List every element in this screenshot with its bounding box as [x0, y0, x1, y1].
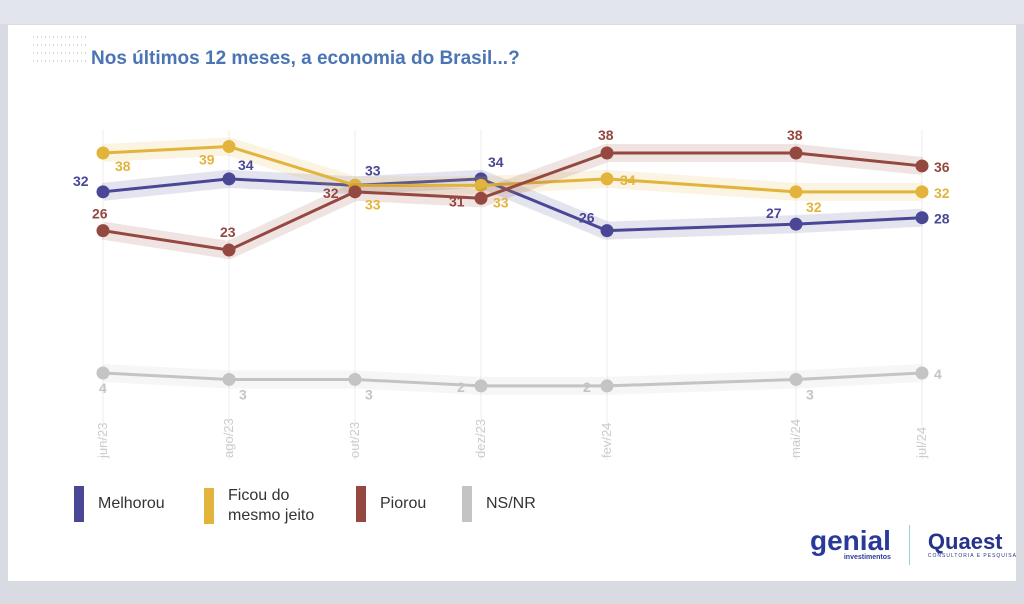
- quaest-logo: Quaest CONSULTORIA E PESQUISA: [927, 528, 1017, 559]
- top-bar: [0, 0, 1024, 24]
- data-label: 32: [934, 185, 950, 201]
- legend-item-piorou: Piorou: [356, 486, 426, 522]
- data-label: 31: [449, 193, 465, 209]
- data-label: 38: [598, 127, 614, 143]
- slide: [8, 25, 1016, 581]
- data-label: 39: [199, 152, 215, 168]
- data-point: [915, 366, 929, 380]
- data-point: [789, 372, 803, 386]
- data-point: [915, 159, 929, 173]
- data-label: 34: [238, 157, 254, 173]
- legend-swatch: [204, 488, 214, 524]
- data-point: [222, 172, 236, 186]
- chart-title: Nos últimos 12 meses, a economia do Bras…: [91, 48, 520, 69]
- data-label: 33: [365, 196, 381, 212]
- x-tick-label: mai/24: [788, 419, 803, 458]
- legend-item-ficou: Ficou do mesmo jeito: [204, 486, 338, 526]
- data-label: 33: [493, 194, 509, 210]
- data-label: 27: [766, 205, 782, 221]
- data-label: 3: [806, 386, 814, 402]
- legend-swatch: [356, 486, 366, 522]
- data-point: [96, 185, 110, 199]
- data-point: [789, 146, 803, 160]
- data-point: [474, 191, 488, 205]
- legend-item-nsnr: NS/NR: [462, 486, 536, 522]
- logos: genial investimentos Quaest CONSULTORIA E …: [810, 525, 1017, 565]
- data-point: [222, 243, 236, 257]
- data-point: [789, 217, 803, 231]
- decorative-dots: [33, 36, 87, 64]
- x-tick-label: out/23: [347, 422, 362, 458]
- data-label: 33: [365, 162, 381, 178]
- data-point: [96, 366, 110, 380]
- data-point: [474, 178, 488, 192]
- data-point: [789, 185, 803, 199]
- data-label: 3: [239, 386, 247, 402]
- data-label: 34: [488, 154, 504, 170]
- x-tick-label: ago/23: [221, 418, 236, 458]
- data-point: [222, 140, 236, 154]
- data-label: 4: [99, 380, 107, 396]
- data-label: 2: [583, 379, 591, 395]
- x-tick-label: fev/24: [599, 423, 614, 458]
- data-label: 32: [73, 173, 89, 189]
- legend-swatch: [74, 486, 84, 522]
- data-point: [348, 185, 362, 199]
- data-label: 23: [220, 224, 236, 240]
- data-point: [222, 372, 236, 386]
- legend-label: NS/NR: [486, 495, 536, 512]
- legend-label: Piorou: [380, 495, 427, 512]
- data-label: 3: [365, 386, 373, 402]
- data-label: 26: [579, 210, 595, 226]
- data-point: [915, 211, 929, 225]
- data-point: [600, 379, 614, 393]
- data-label: 38: [787, 127, 803, 143]
- data-point: [600, 224, 614, 238]
- data-label: 28: [934, 211, 950, 227]
- genial-logo: genial investimentos: [810, 524, 891, 561]
- data-point: [96, 224, 110, 238]
- x-tick-label: jul/24: [914, 427, 929, 459]
- data-point: [474, 379, 488, 393]
- legend-swatch: [462, 486, 472, 522]
- data-point: [600, 146, 614, 160]
- data-label: 32: [806, 199, 822, 215]
- data-label: 26: [92, 206, 108, 222]
- legend-item-melhorou: Melhorou: [74, 486, 165, 522]
- x-tick-label: jun/23: [95, 423, 110, 459]
- data-label: 34: [620, 172, 636, 188]
- data-label: 2: [457, 379, 465, 395]
- legend-label: Melhorou: [98, 495, 165, 512]
- logo-divider: [908, 525, 910, 565]
- data-point: [96, 146, 110, 160]
- data-label: 32: [323, 185, 339, 201]
- legend-label: Ficou do mesmo jeito: [228, 487, 315, 524]
- data-label: 38: [115, 158, 131, 174]
- data-point: [915, 185, 929, 199]
- data-label: 36: [934, 159, 950, 175]
- data-point: [600, 172, 614, 186]
- data-label: 4: [934, 366, 942, 382]
- x-tick-label: dez/23: [473, 419, 488, 458]
- data-point: [348, 372, 362, 386]
